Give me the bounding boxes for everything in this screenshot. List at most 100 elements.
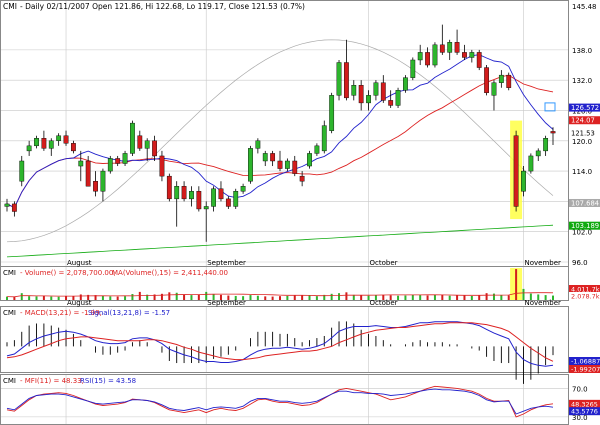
axis-labels: 138.0132.0126.0120.0114.0108.0102.096.01… (67, 3, 600, 422)
mfi-tick-label: 70.0 (572, 385, 588, 393)
price-value-tag (569, 103, 600, 112)
volume-bar (234, 295, 237, 300)
mfi-legend-1: - MFI(11) = 48.33, (20, 377, 84, 385)
candle-body (476, 52, 482, 68)
candle-body (550, 131, 556, 134)
volume-bar (448, 295, 451, 300)
volume-bar (293, 295, 296, 300)
month-label-volume: October (370, 299, 398, 307)
price-value-tag-label: 124.07 (571, 117, 595, 125)
month-label-volume: August (67, 299, 92, 307)
volume-bar (205, 291, 208, 300)
candle-body (410, 59, 416, 78)
volume-bar (478, 295, 481, 300)
candle-body (34, 138, 39, 147)
candle-body (380, 82, 386, 101)
month-label-price: September (207, 259, 246, 267)
volume-bar (131, 294, 134, 300)
volume-bar (485, 293, 488, 300)
header-symbol: CMI (3, 2, 17, 11)
candle-body (462, 52, 467, 58)
volume-bar (101, 295, 104, 300)
candle-body (284, 160, 290, 169)
mfi-value-tag (569, 399, 600, 408)
candle-body (543, 138, 549, 152)
price-tick-label: 96.0 (572, 259, 588, 267)
price-tick-label: 138.0 (572, 47, 592, 55)
volume-bar (338, 293, 341, 300)
candle-body (107, 158, 113, 172)
candle-body (270, 153, 276, 162)
volume-bar (500, 295, 503, 300)
candle-body (41, 138, 47, 149)
price-value-tag (569, 129, 600, 138)
candle-body (189, 191, 194, 200)
volume-bar (227, 295, 230, 300)
candle-body (521, 170, 526, 192)
candle-body (513, 135, 519, 207)
candle-body (277, 160, 283, 169)
mfi-value-tag-label: 48.3265 (571, 400, 598, 408)
rsi-line (6, 388, 554, 415)
candle-body (159, 155, 165, 177)
volume-bar (544, 295, 547, 300)
volume-bar (94, 295, 97, 300)
volume-bar (175, 292, 178, 300)
price-value-tag (569, 221, 600, 230)
mfi-legend-2: RSI(15) = 43.58 (80, 377, 136, 385)
volume-bar (279, 296, 281, 300)
volume-bar (537, 294, 540, 300)
volume-bar (286, 295, 289, 300)
candle-body (506, 74, 512, 88)
volume-bar (153, 294, 156, 300)
volume-bar (124, 296, 127, 300)
ma-slow-line (6, 39, 554, 243)
price-tick-label: 132.0 (572, 77, 592, 85)
candle-body (11, 203, 17, 212)
volume-bar (242, 296, 245, 300)
volume-symbol: CMI (3, 269, 16, 277)
volume-bar (492, 293, 495, 300)
volume-bar (463, 295, 466, 300)
candle-body (93, 180, 98, 192)
volume-bar (345, 292, 348, 300)
volume-bar (301, 295, 304, 300)
mfi-rsi-panel (0, 374, 569, 425)
volume-bar (352, 294, 355, 300)
volume-bar (109, 296, 112, 300)
candle-body (403, 77, 408, 91)
volume-bar (183, 294, 186, 300)
volume-value-tag (569, 292, 600, 300)
candle-body (233, 191, 239, 207)
candle-body (56, 135, 62, 141)
volume-bar (72, 296, 75, 300)
volume-bar (79, 294, 82, 300)
candle-body (152, 140, 157, 157)
volume-bar (35, 296, 38, 300)
volume-bar (552, 295, 554, 300)
candle-body (78, 160, 84, 167)
candle-body (240, 186, 246, 192)
candle-body (218, 188, 224, 200)
candle-body (85, 160, 91, 187)
volume-ma-line (6, 292, 554, 298)
mfi-value-tag-label: 43.5776 (571, 408, 598, 416)
candle-body (358, 85, 364, 104)
volume-bar (28, 296, 31, 300)
volume-bar (13, 297, 16, 300)
price-value-tag-label: 103.189 (571, 222, 599, 230)
volume-legend-1: - Volume() = 2,078,700.00, (20, 269, 116, 277)
candle-body (122, 153, 128, 164)
month-label-volume: September (207, 299, 246, 307)
candle-body (469, 52, 475, 58)
mfi-symbol: CMI (3, 377, 16, 385)
candle-body (144, 140, 150, 149)
mfi-line (6, 385, 554, 418)
month-label-price: October (370, 259, 398, 267)
candle-body (447, 42, 453, 53)
volume-bar (360, 295, 363, 300)
candle-body (4, 203, 10, 207)
candle-body (366, 95, 371, 104)
candle-body (373, 82, 379, 96)
ma-fast-line (6, 54, 554, 209)
